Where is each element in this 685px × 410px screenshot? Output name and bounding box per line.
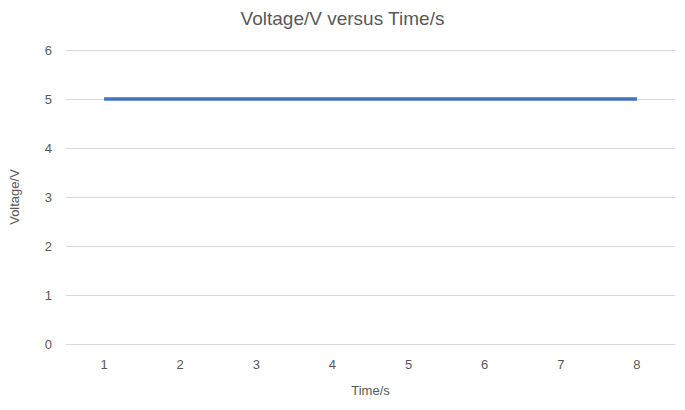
svg-text:2: 2 (45, 239, 52, 254)
svg-text:7: 7 (557, 357, 564, 372)
svg-text:4: 4 (329, 357, 336, 372)
svg-text:0: 0 (45, 337, 52, 352)
svg-text:Voltage/V: Voltage/V (7, 169, 22, 225)
svg-text:4: 4 (45, 141, 52, 156)
svg-text:8: 8 (633, 357, 640, 372)
svg-text:2: 2 (177, 357, 184, 372)
svg-text:5: 5 (45, 92, 52, 107)
svg-text:5: 5 (405, 357, 412, 372)
svg-text:1: 1 (100, 357, 107, 372)
svg-text:3: 3 (45, 190, 52, 205)
svg-text:Voltage/V versus Time/s: Voltage/V versus Time/s (241, 8, 445, 29)
svg-text:6: 6 (45, 43, 52, 58)
svg-text:3: 3 (253, 357, 260, 372)
svg-text:6: 6 (481, 357, 488, 372)
svg-text:1: 1 (45, 288, 52, 303)
svg-text:Time/s: Time/s (351, 383, 390, 398)
